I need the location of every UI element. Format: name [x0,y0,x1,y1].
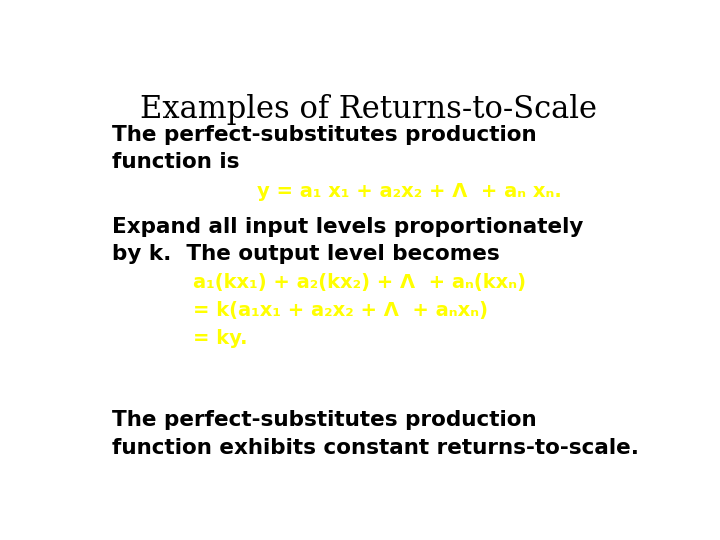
Text: The perfect-substitutes production: The perfect-substitutes production [112,125,537,145]
Text: Examples of Returns-to-Scale: Examples of Returns-to-Scale [140,94,598,125]
Text: = ky.: = ky. [193,329,248,348]
Text: function is: function is [112,152,240,172]
Text: by k.  The output level becomes: by k. The output level becomes [112,245,500,265]
Text: Expand all input levels proportionately: Expand all input levels proportionately [112,217,584,237]
Text: a₁(kx₁) + a₂(kx₂) + Λ  + aₙ(kxₙ): a₁(kx₁) + a₂(kx₂) + Λ + aₙ(kxₙ) [193,273,526,292]
Text: The perfect-substitutes production: The perfect-substitutes production [112,410,537,430]
Text: = k(a₁x₁ + a₂x₂ + Λ  + aₙxₙ): = k(a₁x₁ + a₂x₂ + Λ + aₙxₙ) [193,301,488,320]
Text: y = a₁ x₁ + a₂x₂ + Λ  + aₙ xₙ.: y = a₁ x₁ + a₂x₂ + Λ + aₙ xₙ. [258,182,562,201]
Text: function exhibits constant returns-to-scale.: function exhibits constant returns-to-sc… [112,438,639,458]
